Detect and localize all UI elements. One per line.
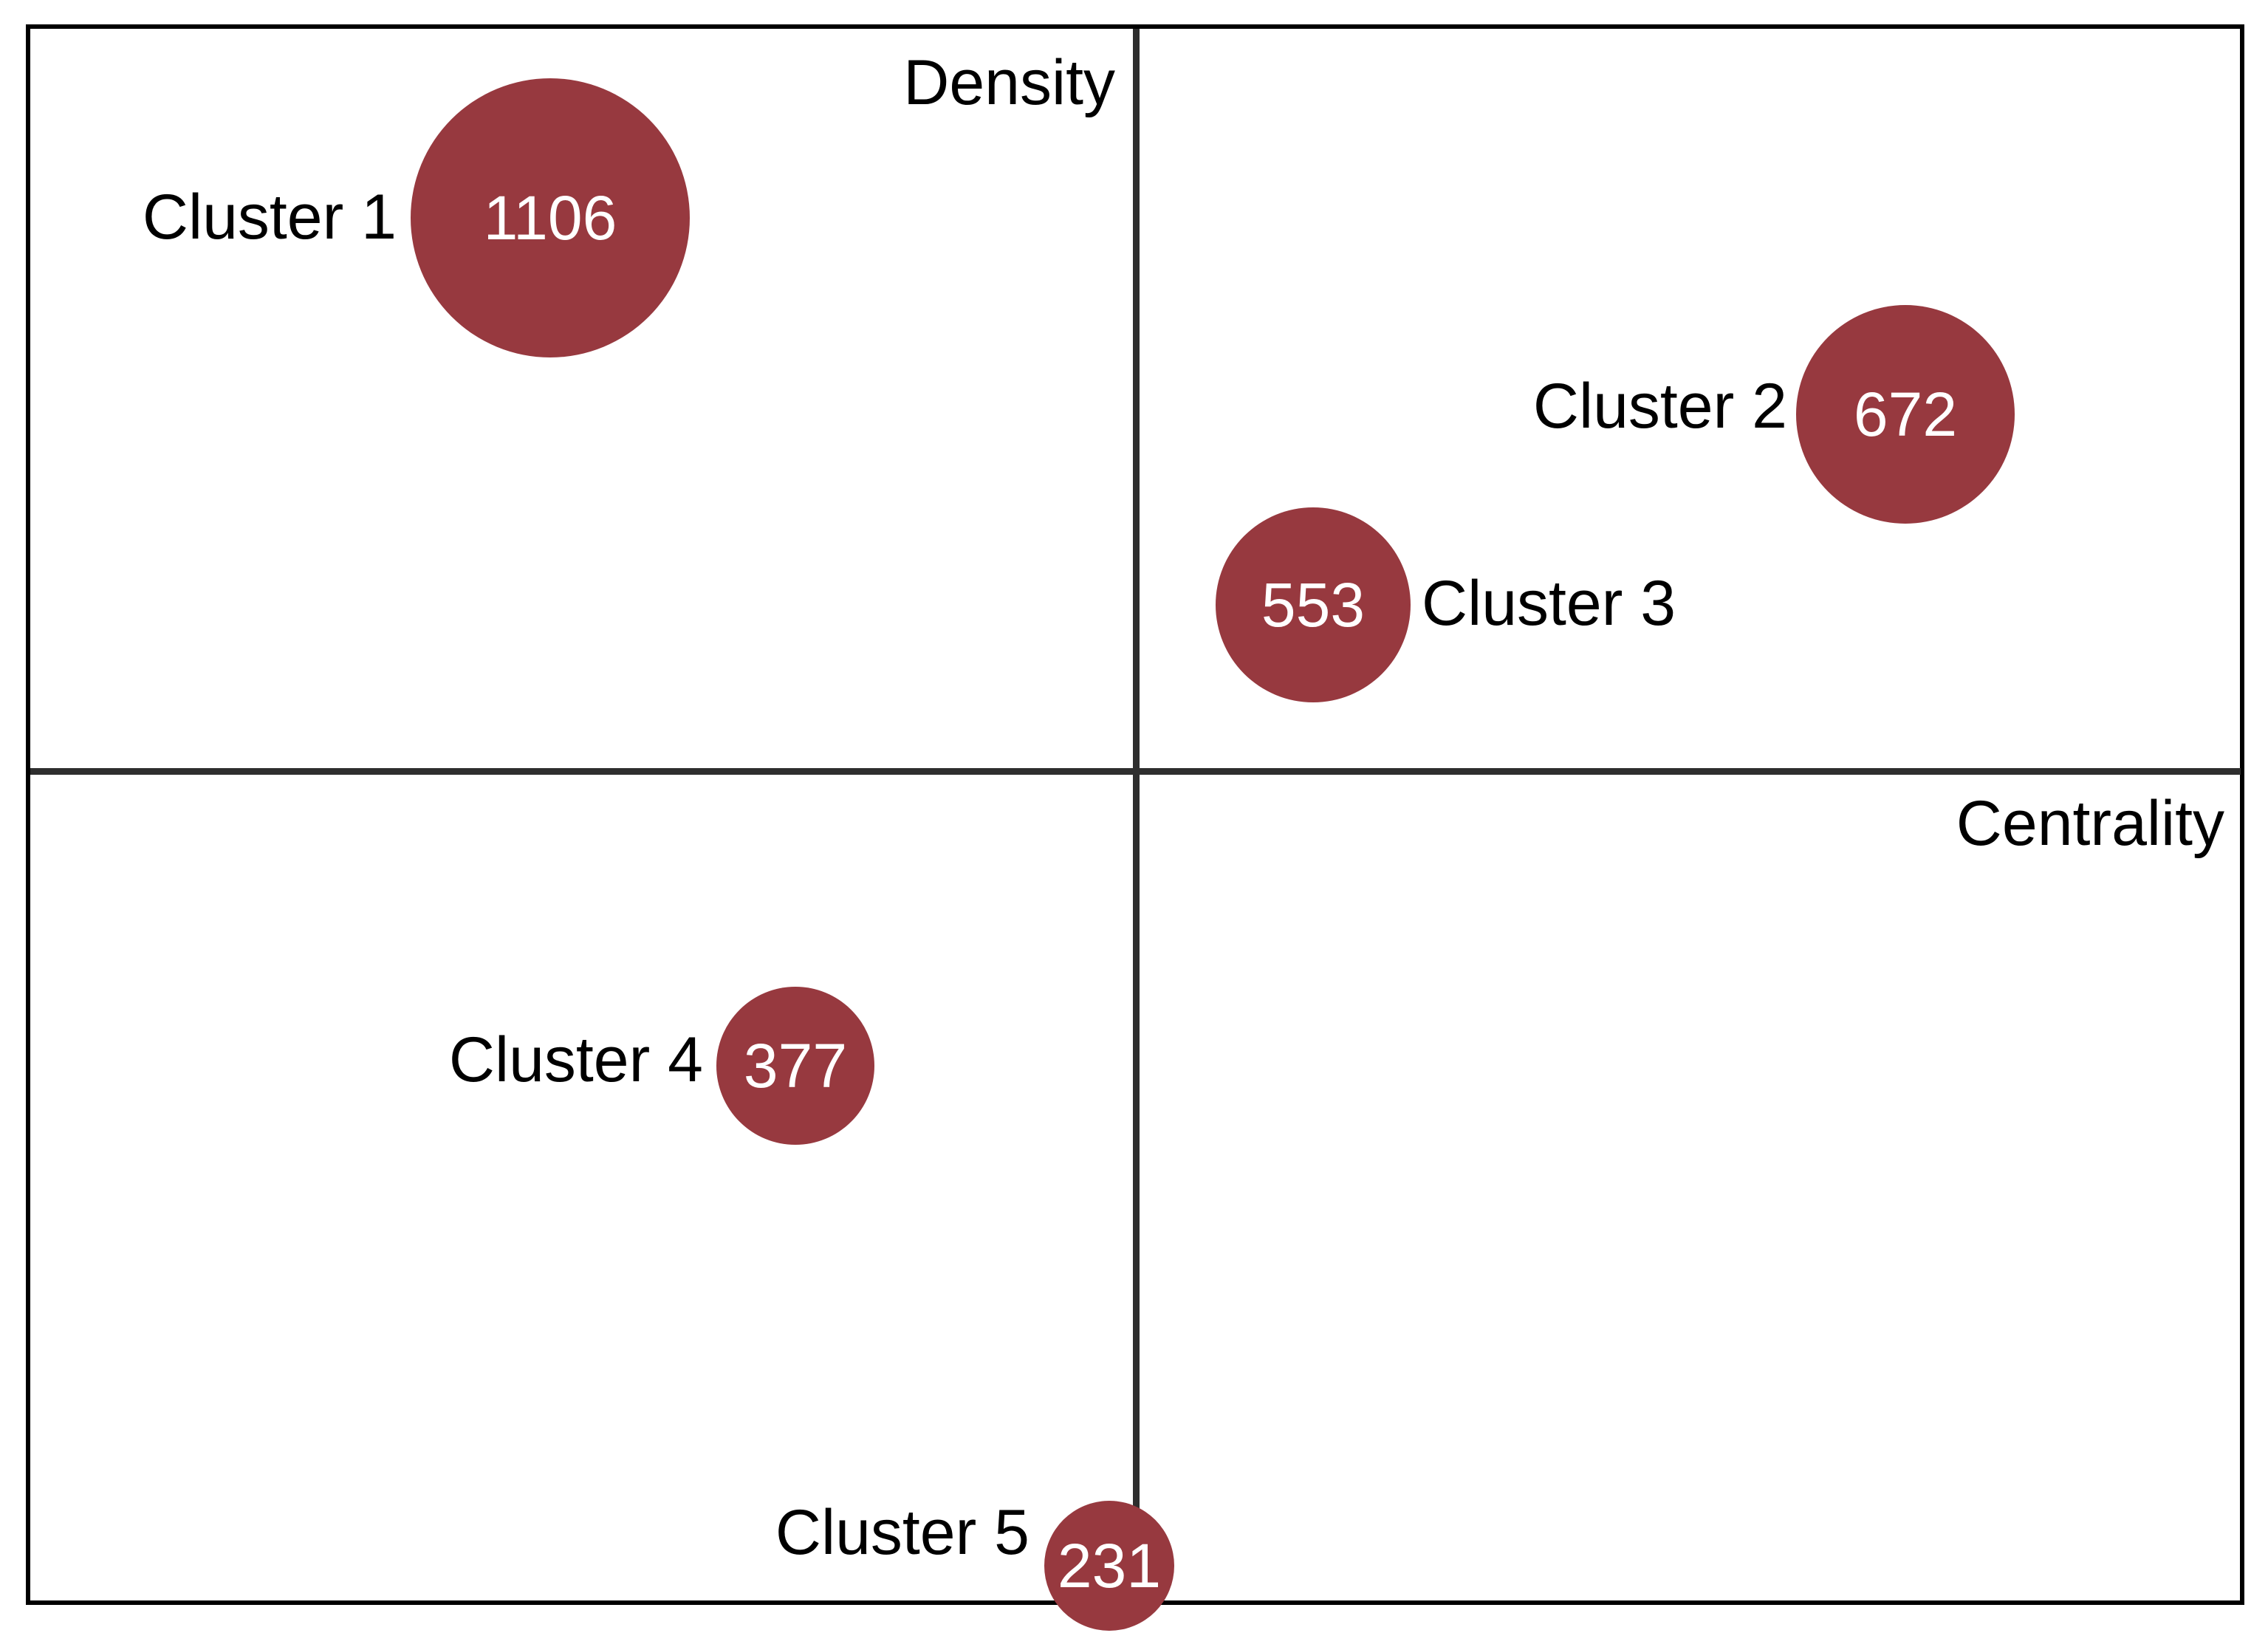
cluster-value-label: 377 [743,1031,848,1100]
y-axis-label: Density [903,47,1115,118]
cluster-bubble: 231 [1044,1501,1174,1631]
cluster-value-label: 553 [1261,570,1366,640]
density-axis-line [1133,29,1140,1601]
cluster-bubble: 553 [1216,507,1411,702]
cluster-value-label: 231 [1057,1531,1162,1600]
cluster-name-label: Cluster 5 [775,1497,1029,1568]
cluster-bubble: 377 [716,987,874,1145]
cluster-value-label: 1106 [483,183,617,253]
cluster-name-label: Cluster 4 [448,1024,703,1095]
cluster-bubble: 1106 [411,78,690,357]
cluster-name-label: Cluster 2 [1532,371,1787,442]
centrality-axis-line [30,768,2241,775]
cluster-name-label: Cluster 1 [142,182,397,253]
cluster-name-label: Cluster 3 [1422,568,1676,639]
cluster-bubble: 672 [1796,305,2015,524]
x-axis-label: Centrality [1956,788,2224,859]
cluster-value-label: 672 [1853,380,1958,449]
